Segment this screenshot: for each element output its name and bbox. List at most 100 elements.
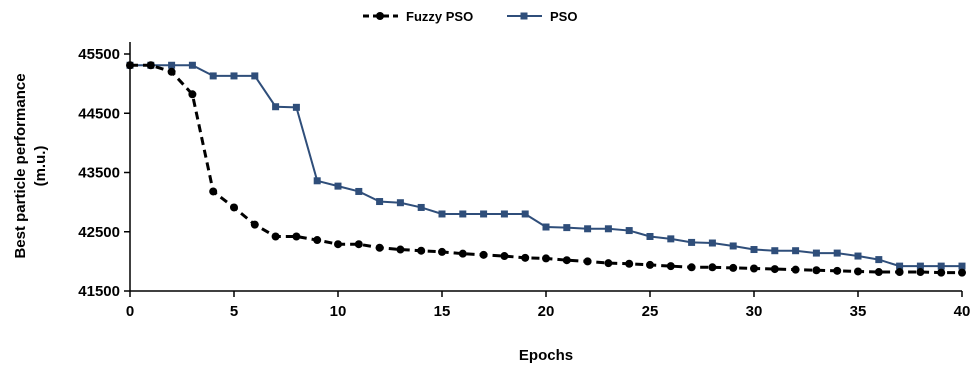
x-tick-label: 40 [954,303,971,320]
y-ticks: 41500 42500 43500 44500 45500 [78,46,130,300]
data-point-fuzzy-pso [167,67,176,76]
data-point-pso [292,103,300,111]
data-point-pso [168,61,176,69]
y-axis-title-line-1: Best particle performance [12,73,29,258]
data-point-fuzzy-pso [666,262,675,271]
data-point-fuzzy-pso [750,264,758,273]
data-point-fuzzy-pso [417,246,426,255]
data-point-pso [646,232,654,240]
data-point-fuzzy-pso [833,266,842,275]
data-point-fuzzy-pso [562,256,571,265]
data-point-fuzzy-pso [334,240,342,249]
data-point-pso [854,252,862,260]
data-point-pso [209,72,217,80]
data-point-fuzzy-pso [646,260,654,269]
x-tick-label: 5 [230,303,238,320]
data-point-fuzzy-pso [230,203,238,212]
data-point-fuzzy-pso [396,245,405,254]
legend-marker-fuzzy-pso [376,12,384,20]
data-point-pso [355,187,363,195]
x-tick-label: 0 [126,303,134,320]
data-point-pso [916,262,924,270]
data-point-pso [251,72,259,80]
x-axis-title: Epochs [519,347,573,364]
data-point-fuzzy-pso [438,247,446,256]
data-point-fuzzy-pso [479,250,488,259]
data-point-fuzzy-pso [895,268,904,277]
data-point-fuzzy-pso [854,267,862,276]
data-point-pso [563,224,571,232]
data-point-fuzzy-pso [937,268,946,277]
data-point-pso [376,198,384,206]
data-point-pso [584,225,592,233]
data-point-pso [833,249,841,257]
y-axis-title: Best particle performance (m.u.) [12,73,49,258]
data-point-pso [396,199,404,207]
y-axis-title-line-2: (m.u.) [32,146,49,187]
data-point-fuzzy-pso [729,263,738,272]
data-point-pso [771,247,779,255]
data-point-fuzzy-pso [126,61,134,70]
data-point-pso [313,177,321,185]
data-point-pso [958,262,966,270]
data-point-fuzzy-pso [708,263,717,272]
data-point-fuzzy-pso [958,268,966,277]
x-tick-label: 20 [538,303,555,320]
data-point-fuzzy-pso [146,61,155,70]
x-ticks: 0 5 10 15 20 25 30 35 40 [126,291,971,320]
y-tick-label: 44500 [78,105,120,122]
x-tick-label: 25 [642,303,659,320]
data-point-pso [417,203,425,211]
data-point-pso [812,249,820,257]
data-point-fuzzy-pso [209,187,218,196]
data-point-pso [896,262,904,270]
data-point-pso [729,242,737,250]
data-point-fuzzy-pso [271,232,280,241]
legend-label-fuzzy-pso: Fuzzy PSO [406,9,473,24]
data-point-pso [521,210,529,218]
series-line-pso [130,64,962,268]
data-point-pso [875,256,883,264]
data-point-fuzzy-pso [521,253,530,262]
data-point-fuzzy-pso [500,252,509,261]
legend: Fuzzy PSO PSO [363,9,577,24]
data-point-pso [937,262,945,270]
data-point-fuzzy-pso [687,263,696,272]
data-point-pso [542,223,550,231]
data-point-fuzzy-pso [354,240,363,249]
data-point-fuzzy-pso [250,220,259,229]
data-point-pso [625,227,633,235]
data-point-fuzzy-pso [874,268,883,277]
data-point-pso [272,103,280,111]
series-layer [126,61,966,277]
data-point-fuzzy-pso [542,254,550,263]
data-point-pso [230,72,238,80]
x-tick-label: 15 [434,303,451,320]
series-line-fuzzy-pso [130,63,962,275]
y-tick-label: 42500 [78,224,120,241]
data-point-fuzzy-pso [313,236,322,245]
data-point-fuzzy-pso [770,265,779,274]
data-point-pso [708,239,716,247]
data-point-fuzzy-pso [625,259,634,268]
data-point-fuzzy-pso [604,259,613,268]
data-point-pso [604,225,612,233]
data-point-pso [667,235,675,243]
y-tick-label: 41500 [78,283,120,300]
data-point-pso [500,210,508,218]
data-point-pso [792,247,800,255]
data-point-pso [334,182,342,190]
y-tick-label: 45500 [78,46,120,63]
data-point-pso [188,61,196,69]
data-point-pso [438,210,446,218]
data-point-pso [480,210,488,218]
data-point-fuzzy-pso [188,90,197,99]
data-point-fuzzy-pso [812,266,821,275]
data-point-fuzzy-pso [583,257,592,266]
x-tick-label: 10 [330,303,347,320]
data-point-fuzzy-pso [791,265,800,274]
data-point-pso [688,238,696,246]
data-point-fuzzy-pso [375,243,384,252]
legend-label-pso: PSO [550,9,577,24]
